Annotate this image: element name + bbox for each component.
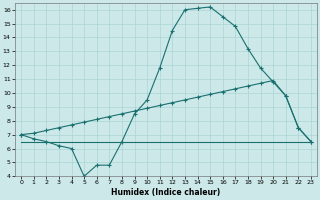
X-axis label: Humidex (Indice chaleur): Humidex (Indice chaleur) (111, 188, 221, 197)
